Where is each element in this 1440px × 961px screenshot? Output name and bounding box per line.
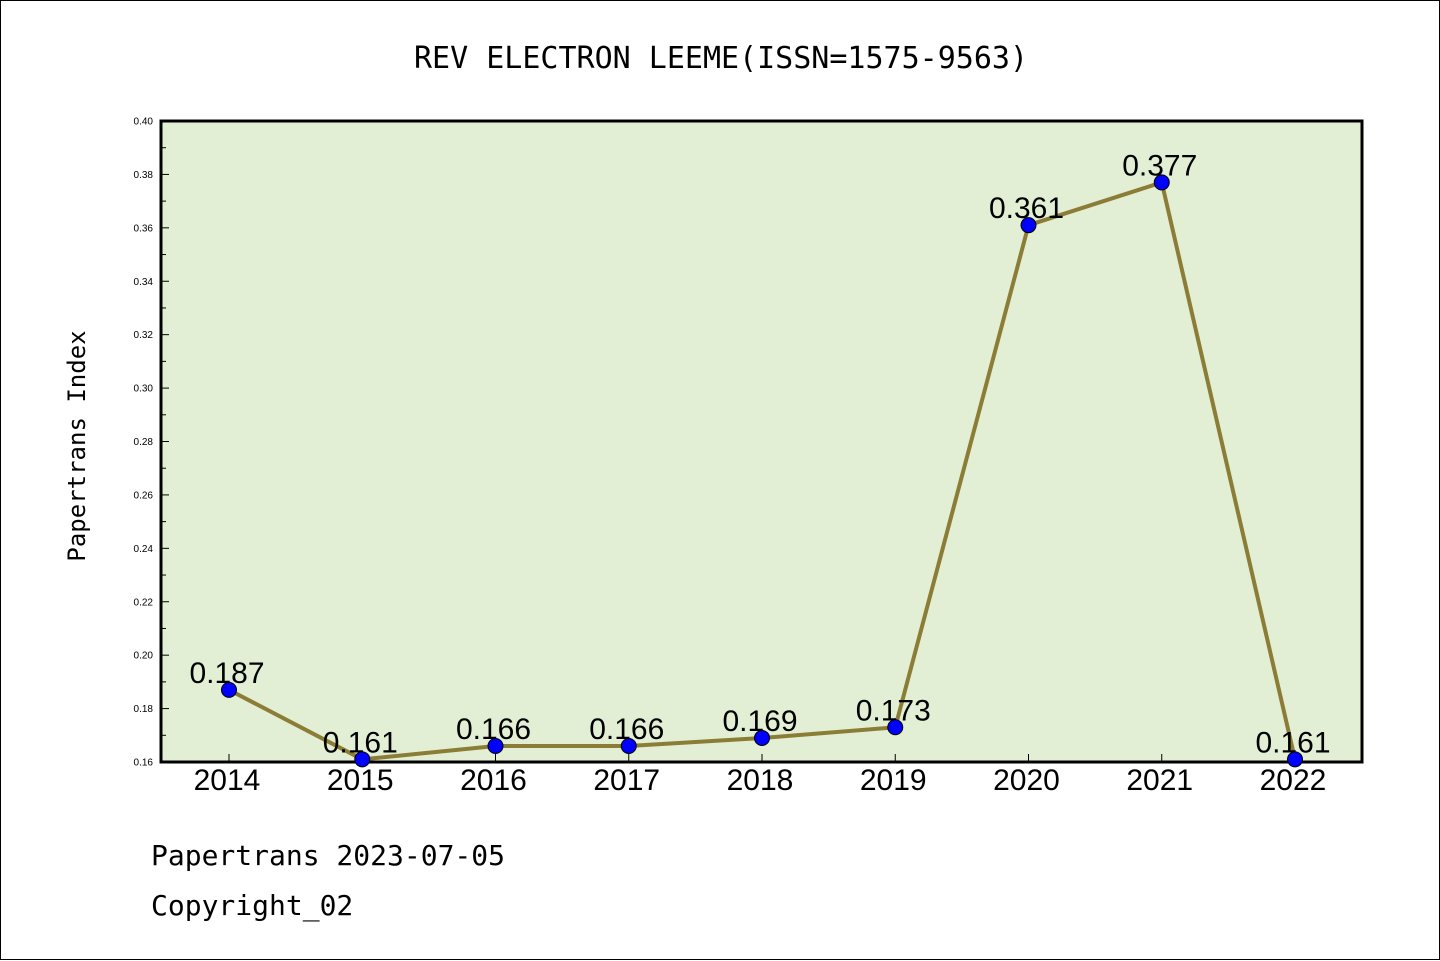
data-label: 0.166	[589, 713, 664, 746]
y-tick-label: 0.40	[134, 117, 154, 128]
series: 0.187 0.161 0.166 0.166 0.169 0.173 0.361 0.377…	[189, 149, 1331, 768]
y-tick-label: 0.22	[134, 597, 154, 608]
y-tick-label: 0.26	[134, 490, 154, 501]
x-tick-label: 2018	[727, 764, 794, 797]
data-point	[1020, 217, 1037, 234]
x-tick-label: 2016	[460, 764, 527, 797]
x-tick-label: 2021	[1126, 764, 1193, 797]
data-point	[1287, 751, 1303, 768]
x-tick-label: 2014	[194, 764, 261, 797]
data-label: 0.161	[1255, 726, 1330, 759]
data-label: 0.187	[189, 657, 264, 690]
data-point	[754, 729, 770, 746]
data-label: 0.169	[722, 705, 797, 738]
data-label: 0.377	[1122, 149, 1197, 182]
y-tick-label: 0.34	[134, 277, 154, 288]
data-point	[620, 737, 637, 754]
y-axis-label: Papertrans Index	[63, 330, 91, 561]
data-label: 0.161	[323, 726, 398, 759]
data-label: 0.361	[989, 192, 1064, 225]
data-point	[1153, 174, 1170, 191]
y-tick-label: 0.20	[134, 651, 154, 662]
y-tick-label: 0.16	[134, 758, 154, 769]
data-point	[887, 719, 904, 736]
plot-area	[159, 119, 1364, 764]
data-point	[354, 751, 371, 768]
y-tick-label: 0.24	[134, 544, 154, 555]
footer-copyright: Copyright_02	[151, 889, 353, 923]
x-tick-label: 2017	[593, 764, 660, 797]
x-tick-label: 2022	[1260, 764, 1327, 797]
y-tick-label: 0.36	[134, 223, 154, 234]
y-tick-label: 0.32	[134, 330, 154, 341]
y-tick-label: 0.28	[134, 437, 154, 448]
y-tick-label: 0.38	[134, 170, 154, 181]
x-tick-label: 2019	[860, 764, 927, 797]
data-point	[221, 681, 237, 698]
data-label: 0.173	[856, 694, 931, 727]
data-label: 0.166	[456, 713, 531, 746]
footer-date: Papertrans 2023-07-05	[151, 839, 505, 872]
x-tick-label: 2015	[327, 764, 394, 797]
y-tick-label: 0.30	[134, 384, 154, 395]
x-tick-label: 2020	[993, 764, 1060, 797]
y-tick-label: 0.18	[134, 704, 154, 715]
data-point	[487, 737, 504, 754]
x-axis: 2014 2015 2016 2017 2018 2019 2020 2021 2022	[194, 754, 1327, 797]
chart-title: REV ELECTRON LEEME(ISSN=1575-9563)	[414, 41, 1028, 76]
y-axis: 0.16 0.18 0.20 0.22 0.24 0.26 0.28 0.30 0.32 0.34…	[134, 117, 169, 769]
